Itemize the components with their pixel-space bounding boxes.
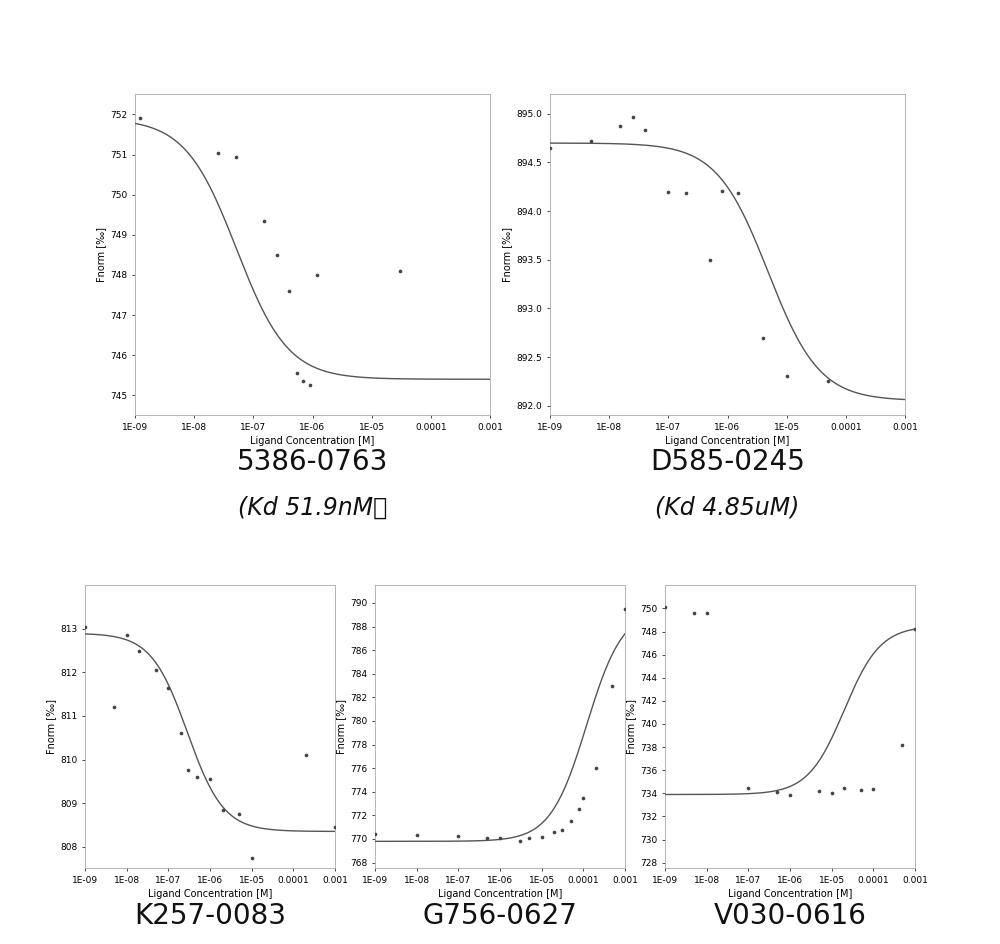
Text: D585-0245: D585-0245 — [650, 448, 805, 477]
Point — [779, 369, 795, 384]
Y-axis label: Fnorm [‰]: Fnorm [‰] — [502, 228, 512, 282]
Text: (Kd 51.9nM）: (Kd 51.9nM） — [238, 496, 387, 519]
Point — [617, 601, 633, 616]
Point — [563, 814, 579, 829]
Point — [699, 605, 715, 620]
Point — [77, 619, 93, 634]
Point — [612, 119, 628, 134]
Point — [755, 330, 771, 346]
Point — [132, 111, 148, 126]
Point — [281, 283, 297, 298]
Point — [820, 374, 836, 389]
Point — [534, 829, 550, 844]
Point — [824, 785, 840, 801]
Point — [202, 771, 218, 786]
Point — [625, 110, 641, 125]
Point — [769, 784, 785, 800]
Point — [119, 628, 135, 643]
X-axis label: Ligand Concentration [M]: Ligand Concentration [M] — [250, 436, 375, 447]
Point — [228, 149, 244, 164]
Point — [714, 183, 730, 198]
Point — [686, 605, 702, 620]
X-axis label: Ligand Concentration [M]: Ligand Concentration [M] — [665, 436, 790, 447]
Point — [853, 783, 869, 798]
Text: V030-0616: V030-0616 — [714, 902, 866, 930]
Point — [546, 824, 562, 839]
Point — [180, 763, 196, 778]
Point — [244, 850, 260, 865]
Point — [521, 830, 537, 845]
Point — [604, 678, 620, 693]
X-axis label: Ligand Concentration [M]: Ligand Concentration [M] — [438, 889, 562, 900]
Point — [678, 185, 694, 200]
Point — [450, 829, 466, 844]
Point — [740, 780, 756, 795]
Point — [730, 185, 746, 200]
Point — [392, 263, 408, 278]
Point — [660, 184, 676, 199]
Point — [160, 680, 176, 695]
Text: 5386-0763: 5386-0763 — [237, 448, 388, 477]
Point — [210, 145, 226, 160]
Point — [302, 378, 318, 393]
Y-axis label: Fnorm [‰]: Fnorm [‰] — [626, 700, 636, 754]
Point — [836, 780, 852, 795]
Point — [215, 802, 231, 818]
Point — [479, 830, 495, 845]
Y-axis label: Fnorm [‰]: Fnorm [‰] — [96, 228, 106, 282]
Point — [657, 599, 673, 615]
Point — [894, 737, 910, 752]
Y-axis label: Fnorm [‰]: Fnorm [‰] — [336, 700, 346, 754]
Point — [512, 834, 528, 849]
Point — [231, 806, 247, 821]
Point — [409, 828, 425, 843]
Point — [298, 748, 314, 763]
Point — [309, 267, 325, 282]
Point — [289, 365, 305, 380]
Point — [637, 123, 653, 138]
Point — [131, 643, 147, 658]
Text: (Kd 4.85uM): (Kd 4.85uM) — [655, 496, 800, 519]
Point — [571, 801, 587, 817]
Text: K257-0083: K257-0083 — [134, 902, 286, 930]
Point — [702, 252, 718, 267]
Text: G756-0627: G756-0627 — [423, 902, 577, 930]
Point — [542, 141, 558, 156]
Point — [148, 663, 164, 678]
Point — [327, 819, 343, 834]
Point — [295, 374, 311, 389]
Point — [189, 769, 205, 784]
Point — [173, 726, 189, 741]
Point — [367, 827, 383, 842]
Point — [575, 790, 591, 805]
Point — [106, 700, 122, 715]
X-axis label: Ligand Concentration [M]: Ligand Concentration [M] — [148, 889, 272, 900]
Point — [256, 213, 272, 228]
Y-axis label: Fnorm [‰]: Fnorm [‰] — [46, 700, 56, 754]
Point — [865, 782, 881, 797]
Point — [269, 247, 285, 262]
X-axis label: Ligand Concentration [M]: Ligand Concentration [M] — [728, 889, 852, 900]
Point — [583, 133, 599, 148]
Point — [782, 787, 798, 802]
Point — [811, 784, 827, 799]
Point — [907, 622, 923, 637]
Point — [492, 831, 508, 846]
Point — [554, 822, 570, 837]
Point — [588, 761, 604, 776]
